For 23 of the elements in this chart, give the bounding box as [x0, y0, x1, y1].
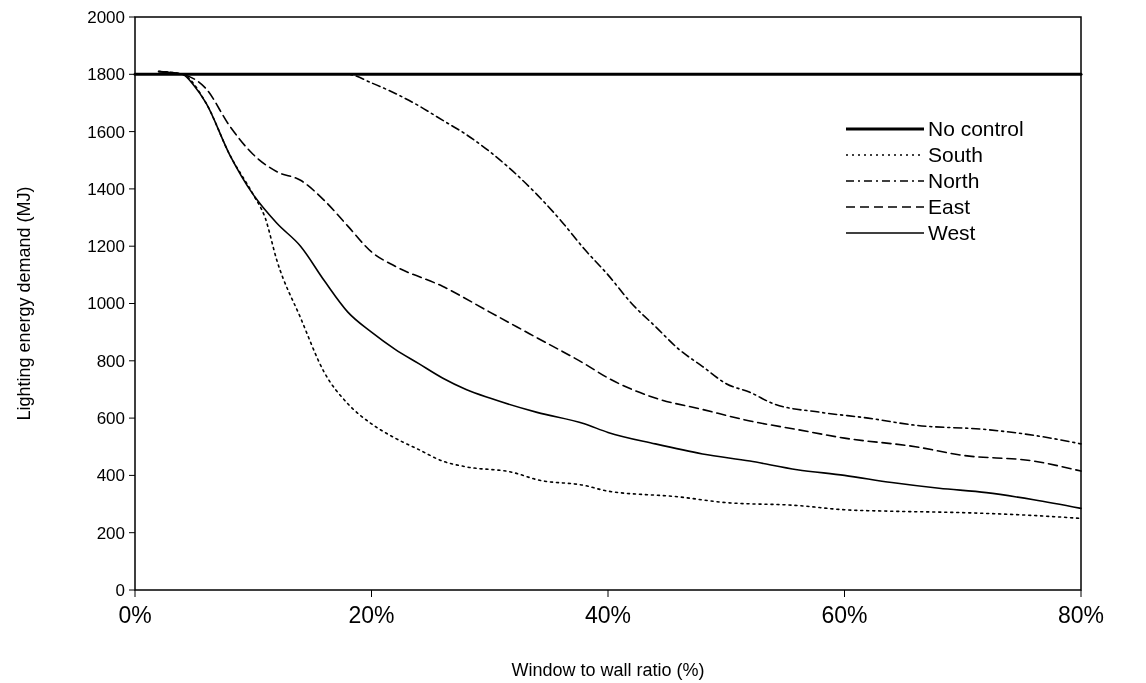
y-tick-label: 400 — [96, 466, 125, 486]
x-tick-label: 0% — [118, 602, 152, 628]
x-axis-title: Window to wall ratio (%) — [511, 660, 705, 680]
y-tick-label: 0 — [115, 580, 125, 600]
y-tick-label: 1800 — [87, 65, 125, 85]
legend-label: West — [928, 221, 976, 245]
y-tick-label: 1600 — [87, 122, 125, 142]
y-tick-label: 200 — [96, 523, 125, 543]
y-tick-label: 1200 — [87, 237, 125, 257]
legend-label: South — [928, 143, 983, 167]
x-tick-label: 80% — [1057, 602, 1105, 628]
y-tick-label: 800 — [96, 351, 125, 371]
y-tick-label: 2000 — [87, 7, 125, 27]
y-tick-label: 600 — [96, 409, 125, 429]
x-tick-label: 20% — [348, 602, 395, 628]
legend-label: North — [928, 169, 980, 193]
y-axis-title: Lighting energy demand (MJ) — [14, 186, 34, 421]
y-tick-label: 1000 — [87, 294, 125, 314]
x-tick-label: 40% — [584, 602, 632, 628]
legend-label: East — [928, 195, 971, 219]
legend-label: No control — [928, 117, 1024, 141]
y-tick-label: 1400 — [87, 179, 125, 199]
x-tick-label: 60% — [821, 602, 868, 628]
